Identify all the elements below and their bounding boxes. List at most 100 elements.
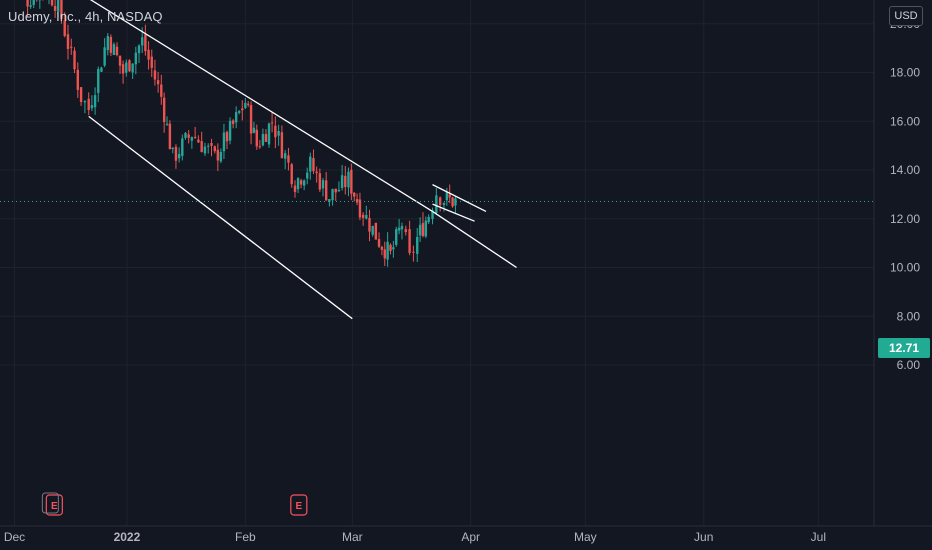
candle: [200, 131, 203, 153]
candle: [312, 149, 315, 174]
candle: [112, 42, 116, 56]
candle: [368, 209, 371, 242]
candle: [90, 95, 94, 112]
candle: [76, 62, 80, 98]
candle: [26, 0, 29, 18]
candle: [244, 98, 247, 110]
trendline[interactable]: [88, 115, 353, 320]
candle: [128, 59, 131, 72]
candle: [397, 218, 401, 235]
candle: [87, 92, 90, 116]
price-tick-label: 10.00: [890, 261, 920, 275]
candle: [29, 0, 32, 9]
earnings-marker[interactable]: E: [290, 494, 308, 516]
candle: [392, 240, 395, 258]
candle: [264, 129, 268, 143]
candle: [270, 111, 274, 133]
candle: [144, 24, 147, 56]
candle: [210, 138, 213, 157]
candle: [213, 145, 216, 154]
candle: [187, 130, 190, 144]
candle: [171, 147, 174, 154]
interval: 4h: [84, 9, 100, 24]
candle: [328, 199, 331, 207]
candle: [156, 71, 160, 93]
candle: [431, 207, 434, 225]
candle: [321, 177, 325, 197]
candle: [181, 134, 184, 161]
earnings-marker-shadow: [41, 492, 59, 514]
candle: [222, 123, 226, 160]
candle: [153, 59, 157, 86]
candle: [247, 101, 250, 107]
candle: [83, 100, 87, 114]
trendline[interactable]: [43, 0, 433, 212]
candle: [306, 167, 309, 185]
candle: [97, 66, 100, 102]
candle: [355, 193, 359, 206]
candle: [274, 116, 277, 149]
candle: [424, 216, 428, 239]
candle: [70, 38, 73, 55]
candle: [267, 122, 271, 148]
candle: [249, 101, 253, 145]
candle: [361, 212, 365, 226]
price-axis-bg: [874, 0, 932, 526]
candle: [350, 163, 353, 201]
candle: [203, 142, 207, 156]
symbol-name: Udemy, Inc.: [8, 9, 78, 24]
candle: [32, 0, 35, 9]
candle: [404, 225, 407, 236]
candle: [309, 152, 312, 180]
candle: [174, 144, 178, 169]
candle: [150, 49, 153, 77]
price-axis: 24.0022.0020.0018.0016.0014.0012.0010.00…: [890, 17, 921, 372]
price-tick-label: 14.00: [890, 163, 920, 177]
currency-button[interactable]: USD: [889, 6, 923, 26]
earnings-marker[interactable]: E: [45, 494, 63, 516]
candle: [252, 121, 256, 134]
candle: [73, 47, 76, 74]
candle: [160, 74, 163, 105]
candle: [118, 55, 122, 74]
candle: [121, 60, 125, 84]
candle: [216, 143, 220, 172]
earnings-label: E: [295, 501, 302, 512]
candle: [427, 214, 430, 224]
candle: [296, 177, 300, 194]
candle: [400, 222, 404, 240]
candle: [374, 222, 378, 240]
candle: [280, 125, 284, 159]
candle: [331, 188, 334, 206]
candle: [380, 245, 384, 256]
trendline[interactable]: [432, 210, 517, 269]
candle: [371, 225, 374, 237]
candle: [421, 212, 425, 238]
chart-title: Udemy, Inc., 4h, NASDAQ: [8, 9, 163, 24]
candle: [383, 241, 386, 266]
candle: [177, 147, 181, 163]
candle: [353, 191, 356, 202]
candle: [261, 128, 265, 147]
trendline[interactable]: [432, 184, 487, 213]
price-tick-label: 6.00: [897, 358, 921, 372]
candle: [318, 168, 322, 193]
time-tick-label: Apr: [461, 530, 480, 544]
time-tick-label: 2022: [114, 530, 141, 544]
chart-grid: [0, 0, 874, 526]
candle: [106, 33, 110, 56]
candle: [184, 131, 187, 140]
candle: [337, 181, 341, 193]
candle: [377, 232, 381, 248]
trendline[interactable]: [432, 203, 475, 222]
candle: [162, 92, 166, 133]
time-tick-label: Mar: [342, 530, 363, 544]
candle: [445, 187, 449, 206]
last-price-label: 12.71: [878, 338, 930, 358]
candle: [219, 148, 223, 164]
candle: [137, 44, 141, 64]
candle: [225, 130, 229, 150]
candle: [53, 0, 57, 18]
candle: [103, 38, 106, 68]
